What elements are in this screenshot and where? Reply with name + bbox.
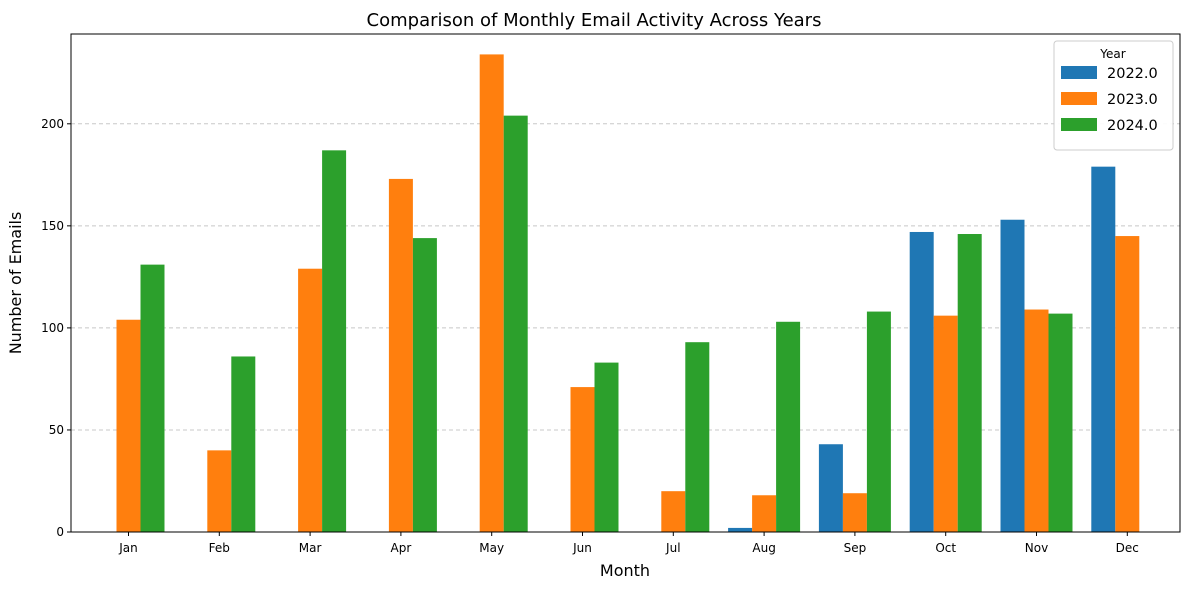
bar (1000, 219, 1025, 533)
bar (388, 178, 413, 532)
bar (661, 491, 686, 532)
bar (594, 362, 619, 532)
x-tick-label: Apr (391, 541, 412, 555)
x-tick-label: Aug (752, 541, 775, 555)
bar (570, 387, 595, 532)
bar (412, 238, 437, 532)
bar (1048, 313, 1073, 532)
y-axis-label: Number of Emails (6, 212, 25, 355)
y-tick-label: 0 (56, 525, 64, 539)
x-axis-label: Month (600, 561, 650, 580)
bar (1024, 309, 1049, 532)
bar (842, 493, 867, 532)
y-tick-label: 100 (41, 321, 64, 335)
legend-swatch (1061, 92, 1097, 105)
bar (116, 319, 141, 532)
bar (818, 444, 843, 532)
x-tick-label: May (479, 541, 504, 555)
y-tick-label: 200 (41, 117, 64, 131)
legend-swatch (1061, 118, 1097, 131)
bar (728, 527, 753, 532)
x-tick-label: Sep (844, 541, 867, 555)
bar (503, 115, 528, 532)
x-tick-label: Dec (1116, 541, 1139, 555)
bar (1115, 236, 1140, 532)
bar (140, 264, 165, 532)
bar (231, 356, 256, 532)
y-tick-label: 50 (49, 423, 64, 437)
x-tick-label: Jul (665, 541, 680, 555)
x-tick-label: Jan (118, 541, 138, 555)
legend-swatch (1061, 66, 1097, 79)
y-tick-label: 150 (41, 219, 64, 233)
bar (479, 54, 504, 532)
legend-label: 2024.0 (1107, 118, 1158, 134)
bar (752, 495, 777, 532)
x-tick-label: Feb (209, 541, 230, 555)
x-axis: Jan Feb Mar Apr May Jun Jul Aug Sep Oct Nov Dec (118, 532, 1139, 555)
bar (776, 321, 801, 532)
x-tick-label: Oct (935, 541, 956, 555)
y-axis: 0 50 100 150 200 (41, 117, 71, 539)
bar (322, 150, 347, 532)
x-tick-label: Jun (572, 541, 592, 555)
x-tick-label: Nov (1025, 541, 1048, 555)
legend-label: 2023.0 (1107, 92, 1158, 108)
bar (298, 268, 323, 532)
bar (1091, 166, 1116, 532)
bar (933, 315, 958, 532)
bars-group (116, 54, 1140, 533)
bar (957, 234, 982, 532)
legend: Year 2022.0 2023.0 2024.0 (1053, 40, 1174, 151)
x-tick-label: Mar (299, 541, 322, 555)
plot-frame (70, 33, 1181, 533)
bar (207, 450, 232, 532)
bar (909, 231, 934, 532)
bar (866, 311, 891, 532)
legend-label: 2022.0 (1107, 66, 1158, 82)
chart-title: Comparison of Monthly Email Activity Acr… (367, 10, 822, 31)
legend-title: Year (1099, 47, 1125, 61)
bar (685, 342, 710, 532)
